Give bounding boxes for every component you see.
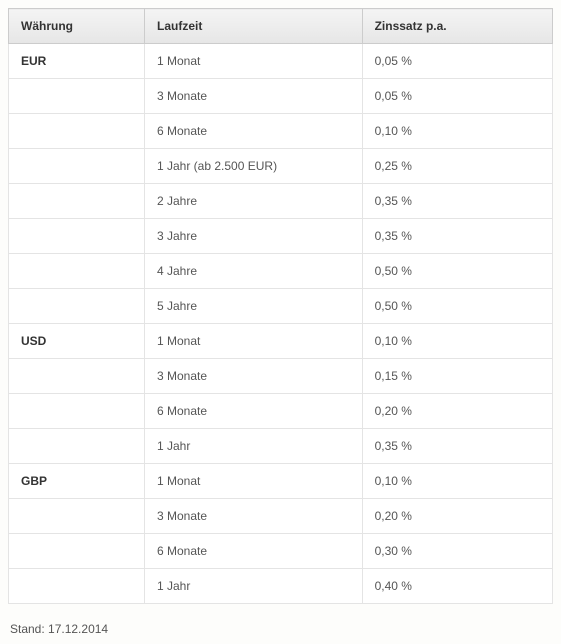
table-row: 3 Monate0,05 %: [9, 79, 553, 114]
cell-term: 3 Monate: [145, 79, 363, 114]
table-row: USD1 Monat0,10 %: [9, 324, 553, 359]
cell-rate: 0,25 %: [362, 149, 552, 184]
table-row: 1 Jahr0,35 %: [9, 429, 553, 464]
cell-currency: [9, 429, 145, 464]
table-row: 2 Jahre0,35 %: [9, 184, 553, 219]
table-row: 3 Monate0,15 %: [9, 359, 553, 394]
cell-term: 1 Jahr: [145, 569, 363, 604]
cell-rate: 0,10 %: [362, 324, 552, 359]
cell-currency: [9, 569, 145, 604]
cell-term: 6 Monate: [145, 114, 363, 149]
cell-term: 2 Jahre: [145, 184, 363, 219]
table-row: 3 Monate0,20 %: [9, 499, 553, 534]
cell-rate: 0,35 %: [362, 184, 552, 219]
cell-rate: 0,30 %: [362, 534, 552, 569]
cell-currency: [9, 499, 145, 534]
cell-term: 1 Monat: [145, 44, 363, 79]
col-header-term: Laufzeit: [145, 9, 363, 44]
cell-currency: USD: [9, 324, 145, 359]
table-row: 3 Jahre0,35 %: [9, 219, 553, 254]
table-row: 5 Jahre0,50 %: [9, 289, 553, 324]
cell-term: 1 Jahr: [145, 429, 363, 464]
cell-term: 5 Jahre: [145, 289, 363, 324]
cell-currency: [9, 79, 145, 114]
cell-rate: 0,35 %: [362, 219, 552, 254]
cell-term: 6 Monate: [145, 394, 363, 429]
table-row: 4 Jahre0,50 %: [9, 254, 553, 289]
cell-currency: [9, 184, 145, 219]
cell-rate: 0,50 %: [362, 254, 552, 289]
cell-rate: 0,20 %: [362, 394, 552, 429]
cell-currency: [9, 149, 145, 184]
cell-rate: 0,15 %: [362, 359, 552, 394]
cell-term: 3 Monate: [145, 359, 363, 394]
cell-term: 6 Monate: [145, 534, 363, 569]
cell-rate: 0,20 %: [362, 499, 552, 534]
cell-currency: [9, 114, 145, 149]
col-header-rate: Zinssatz p.a.: [362, 9, 552, 44]
table-header-row: Währung Laufzeit Zinssatz p.a.: [9, 9, 553, 44]
cell-rate: 0,50 %: [362, 289, 552, 324]
cell-currency: [9, 534, 145, 569]
cell-rate: 0,40 %: [362, 569, 552, 604]
cell-rate: 0,10 %: [362, 464, 552, 499]
cell-currency: [9, 219, 145, 254]
cell-rate: 0,10 %: [362, 114, 552, 149]
table-row: EUR1 Monat0,05 %: [9, 44, 553, 79]
table-row: 6 Monate0,30 %: [9, 534, 553, 569]
cell-currency: [9, 254, 145, 289]
cell-rate: 0,35 %: [362, 429, 552, 464]
cell-currency: [9, 394, 145, 429]
cell-currency: EUR: [9, 44, 145, 79]
table-row: 1 Jahr0,40 %: [9, 569, 553, 604]
cell-currency: GBP: [9, 464, 145, 499]
table-row: GBP1 Monat0,10 %: [9, 464, 553, 499]
cell-currency: [9, 359, 145, 394]
cell-rate: 0,05 %: [362, 44, 552, 79]
interest-rate-table: Währung Laufzeit Zinssatz p.a. EUR1 Mona…: [8, 8, 553, 604]
cell-term: 3 Jahre: [145, 219, 363, 254]
col-header-currency: Währung: [9, 9, 145, 44]
cell-term: 1 Jahr (ab 2.500 EUR): [145, 149, 363, 184]
table-row: 6 Monate0,10 %: [9, 114, 553, 149]
cell-currency: [9, 289, 145, 324]
cell-rate: 0,05 %: [362, 79, 552, 114]
cell-term: 3 Monate: [145, 499, 363, 534]
table-body: EUR1 Monat0,05 %3 Monate0,05 %6 Monate0,…: [9, 44, 553, 604]
footnote: Stand: 17.12.2014: [8, 622, 553, 636]
table-row: 6 Monate0,20 %: [9, 394, 553, 429]
cell-term: 4 Jahre: [145, 254, 363, 289]
cell-term: 1 Monat: [145, 324, 363, 359]
table-row: 1 Jahr (ab 2.500 EUR)0,25 %: [9, 149, 553, 184]
cell-term: 1 Monat: [145, 464, 363, 499]
